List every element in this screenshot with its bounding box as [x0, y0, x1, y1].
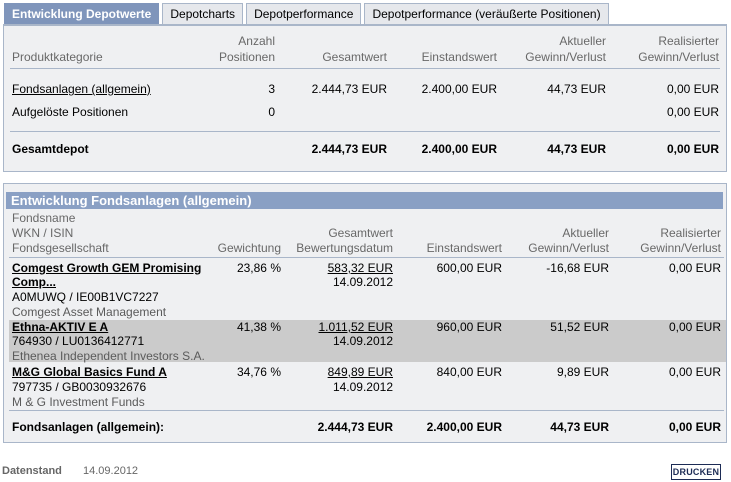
- header-gesamtwert: Gesamtwert: [328, 226, 393, 240]
- label-gesamtdepot: Gesamtdepot: [12, 142, 89, 156]
- header-fondsgesellschaft: Fondsgesellschaft: [12, 241, 109, 255]
- total-aktueller: 44,73 EUR: [550, 420, 609, 434]
- fund-einstandswert: 840,00 EUR: [436, 365, 502, 379]
- fund-gewichtung: 34,76 %: [236, 365, 281, 379]
- header-fondsname: Fondsname: [12, 211, 76, 225]
- funds-panel: Entwicklung Fondsanlagen (allgemein) Fon…: [3, 183, 727, 443]
- header-realisierter: Realisierter: [660, 226, 721, 240]
- value-gesamtwert: 2.444,73 EUR: [311, 82, 387, 96]
- header-divider: [9, 257, 724, 258]
- total-realisiert: 0,00 EUR: [668, 420, 721, 434]
- fund-aktueller: 9,89 EUR: [556, 365, 609, 379]
- value-einstandswert: 2.400,00 EUR: [421, 82, 497, 96]
- fund-aktueller: -16,68 EUR: [546, 261, 609, 275]
- fund-einstandswert: 960,00 EUR: [436, 320, 502, 334]
- fund-link-ethna[interactable]: Ethna-AKTIV E A: [12, 320, 109, 334]
- fund-realisiert: 0,00 EUR: [668, 261, 721, 275]
- fund-realisiert: 0,00 EUR: [668, 320, 721, 334]
- table-row-highlight: [9, 320, 726, 362]
- fund-wkn-isin: A0MUWQ / IE00B1VC7227: [12, 290, 159, 304]
- tab-bar: Entwicklung Depotwerte Depotcharts Depot…: [4, 3, 612, 25]
- header-anzahl: Anzahl: [238, 34, 275, 48]
- value-anzahl: 3: [268, 82, 275, 96]
- fund-wkn-isin: 797735 / GB0030932676: [12, 380, 147, 394]
- header-aktueller: Aktueller: [559, 34, 606, 48]
- header-aktueller: Aktueller: [562, 226, 609, 240]
- value-realisiert: 0,00 EUR: [666, 82, 719, 96]
- header-einstandswert: Einstandswert: [421, 50, 497, 64]
- summary-panel: Produktkategorie Anzahl Positionen Gesam…: [3, 25, 727, 172]
- fund-link-mg-global[interactable]: M&G Global Basics Fund A: [12, 365, 167, 379]
- header-realisierter-gv: Gewinn/Verlust: [640, 241, 721, 255]
- datenstand-label: Datenstand: [2, 465, 62, 477]
- header-aktueller-gv: Gewinn/Verlust: [528, 241, 609, 255]
- header-gesamtwert: Gesamtwert: [322, 50, 387, 64]
- header-gewichtung: Gewichtung: [217, 241, 281, 255]
- header-divider: [10, 68, 720, 69]
- fund-bewertungsdatum: 14.09.2012: [332, 380, 393, 394]
- total-gesamtwert: 2.444,73 EUR: [311, 142, 387, 156]
- tab-depotcharts[interactable]: Depotcharts: [162, 3, 244, 24]
- fund-gesellschaft: Comgest Asset Management: [12, 305, 167, 319]
- funds-title: Entwicklung Fondsanlagen (allgemein): [6, 192, 723, 209]
- header-wkn-isin: WKN / ISIN: [12, 226, 74, 240]
- fund-gesamtwert-link[interactable]: 583,32 EUR: [327, 261, 393, 275]
- value-aktueller: 44,73 EUR: [547, 82, 606, 96]
- header-bewertungsdatum: Bewertungsdatum: [296, 241, 393, 255]
- value-anzahl: 0: [268, 105, 275, 119]
- total-divider: [10, 131, 720, 132]
- fund-wkn-isin: 764930 / LU0136412771: [12, 334, 145, 348]
- total-gesamtwert: 2.444,73 EUR: [317, 420, 393, 434]
- total-einstandswert: 2.400,00 EUR: [426, 420, 502, 434]
- total-einstandswert: 2.400,00 EUR: [421, 142, 497, 156]
- fund-aktueller: 51,52 EUR: [550, 320, 609, 334]
- header-positionen: Positionen: [218, 50, 275, 64]
- header-realisierter-gv: Gewinn/Verlust: [638, 50, 719, 64]
- value-realisiert: 0,00 EUR: [666, 105, 719, 119]
- print-button[interactable]: DRUCKEN: [671, 464, 721, 480]
- fund-bewertungsdatum: 14.09.2012: [332, 334, 393, 348]
- tab-entwicklung-depotwerte[interactable]: Entwicklung Depotwerte: [4, 3, 160, 24]
- label-fondsanlagen-total: Fondsanlagen (allgemein):: [12, 420, 165, 434]
- header-produktkategorie: Produktkategorie: [12, 50, 103, 64]
- fund-bewertungsdatum: 14.09.2012: [332, 275, 393, 289]
- tab-underline: [3, 24, 727, 25]
- link-fondsanlagen[interactable]: Fondsanlagen (allgemein): [12, 82, 151, 96]
- total-realisiert: 0,00 EUR: [666, 142, 719, 156]
- fund-link-comgest[interactable]: Comgest Growth GEM Promising: [12, 261, 202, 275]
- fund-realisiert: 0,00 EUR: [668, 365, 721, 379]
- fund-gesamtwert-link[interactable]: 849,89 EUR: [327, 365, 393, 379]
- header-aktueller-gv: Gewinn/Verlust: [525, 50, 606, 64]
- tab-depotperformance-veraeusserte[interactable]: Depotperformance (veräußerte Positionen): [364, 3, 609, 24]
- label-aufgeloeste-positionen: Aufgelöste Positionen: [12, 105, 129, 119]
- fund-einstandswert: 600,00 EUR: [436, 261, 502, 275]
- datenstand-date: 14.09.2012: [83, 465, 139, 477]
- fund-link-comgest-cont[interactable]: Comp...: [12, 275, 56, 289]
- fund-gewichtung: 23,86 %: [236, 261, 281, 275]
- fund-gewichtung: 41,38 %: [236, 320, 281, 334]
- total-divider: [9, 410, 724, 411]
- total-aktueller: 44,73 EUR: [547, 142, 606, 156]
- header-realisierter: Realisierter: [658, 34, 719, 48]
- fund-gesamtwert-link[interactable]: 1.011,52 EUR: [318, 320, 394, 334]
- fund-gesellschaft: M & G Investment Funds: [12, 395, 145, 409]
- fund-gesellschaft: Ethenea Independent Investors S.A.: [12, 349, 205, 363]
- header-einstandswert: Einstandswert: [426, 241, 502, 255]
- tab-depotperformance[interactable]: Depotperformance: [246, 3, 362, 24]
